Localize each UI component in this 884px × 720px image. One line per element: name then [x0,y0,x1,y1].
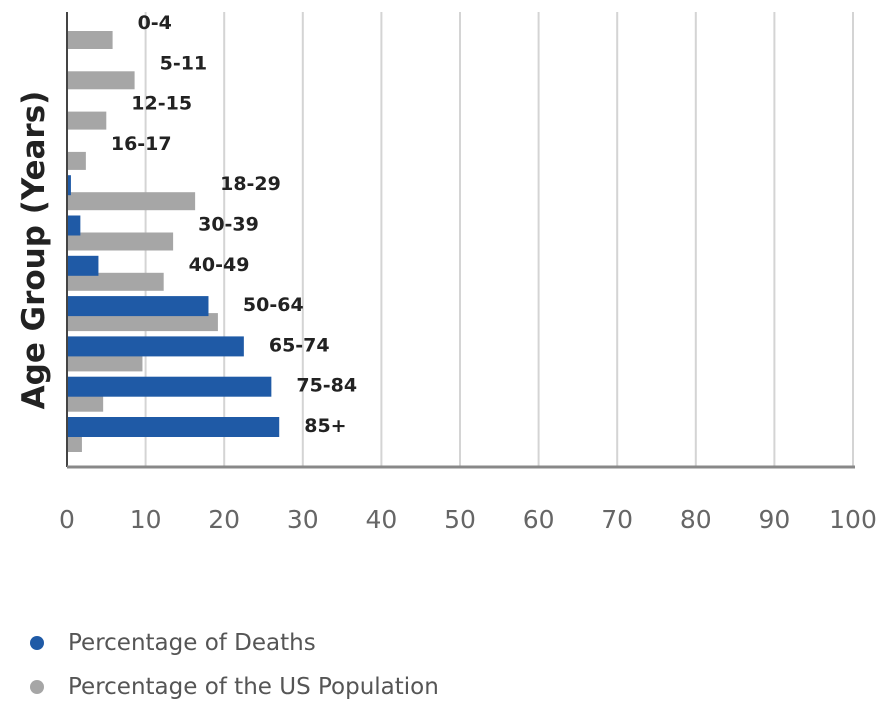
x-tick-label-0: 0 [59,505,75,534]
bar-population-7 [67,313,218,332]
bar-population-0 [67,31,113,49]
category-label-5: 30-39 [198,214,259,236]
bar-deaths-9 [67,376,272,397]
bar-population-3 [67,151,86,170]
legend: Percentage of Deaths Percentage of the U… [30,630,439,720]
bar-population-6 [67,272,164,291]
bar-population-8 [67,353,143,372]
category-label-8: 65-74 [269,334,330,356]
legend-marker-deaths [30,636,44,650]
x-tick-label-2: 20 [208,505,240,534]
category-label-4: 18-29 [220,173,281,195]
category-label-3: 16-17 [111,133,172,155]
legend-marker-population [30,680,44,694]
category-label-6: 40-49 [189,254,250,276]
category-label-10: 85+ [304,415,346,437]
bar-deaths-6 [67,255,99,276]
bar-deaths-4 [67,175,71,196]
category-label-2: 12-15 [131,93,192,115]
x-tick-label-4: 40 [365,505,397,534]
x-tick-label-5: 50 [444,505,476,534]
bar-population-9 [67,393,104,412]
legend-label-population: Percentage of the US Population [68,674,439,700]
y-axis-title: Age Group (Years) [16,91,52,410]
x-tick-label-1: 10 [130,505,162,534]
legend-item-deaths: Percentage of Deaths [30,630,439,656]
x-tick-label-7: 70 [601,505,633,534]
bar-deaths-7 [67,296,209,317]
bar-deaths-10 [67,417,280,437]
bar-population-5 [67,232,174,251]
category-label-0: 0-4 [138,12,172,34]
bar-population-1 [67,71,135,90]
x-tick-label-6: 60 [523,505,555,534]
x-tick-label-9: 90 [758,505,790,534]
bar-population-2 [67,111,107,130]
bar-deaths-8 [67,336,244,357]
bar-population-4 [67,192,196,211]
x-tick-label-8: 80 [680,505,712,534]
legend-label-deaths: Percentage of Deaths [68,630,316,656]
bar-population-10 [67,434,82,452]
bar-deaths-5 [67,215,81,236]
category-label-9: 75-84 [296,375,357,397]
legend-item-population: Percentage of the US Population [30,674,439,700]
category-label-7: 50-64 [243,294,304,316]
x-tick-label-10: 100 [829,505,877,534]
x-tick-label-3: 30 [287,505,319,534]
category-label-1: 5-11 [160,52,208,74]
